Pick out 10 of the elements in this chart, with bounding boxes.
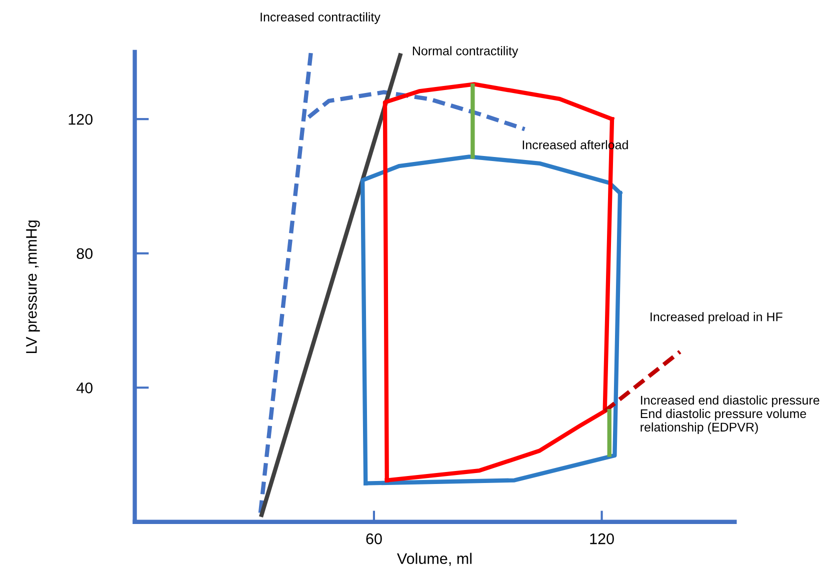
annotation: Increased end diastolic pressure End diastolic pressure volume relationship (EDPVR) <box>640 395 820 434</box>
x-tick-label: 60 <box>366 533 382 544</box>
text: Increased contractility <box>260 12 380 24</box>
y-axis-title: LV pressure ,mmHg <box>26 220 40 354</box>
y-tick-label: 120 <box>68 114 93 125</box>
annotation: Increased preload in HF <box>650 312 782 324</box>
y-tick-label: 80 <box>76 248 93 260</box>
x-axis-title: Volume, ml <box>397 552 472 566</box>
annotation: Normal contractility <box>412 46 518 58</box>
y-tick-label: 40 <box>76 382 93 394</box>
